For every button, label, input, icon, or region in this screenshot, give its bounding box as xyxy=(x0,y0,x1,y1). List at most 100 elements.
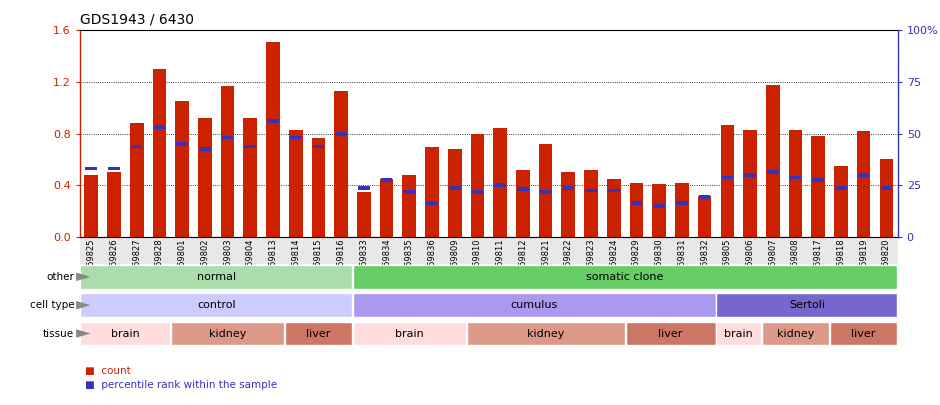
Bar xyxy=(653,204,665,208)
Bar xyxy=(812,178,824,182)
Bar xyxy=(244,145,256,149)
Bar xyxy=(425,147,439,237)
Text: cumulus: cumulus xyxy=(510,300,557,310)
Bar xyxy=(130,123,144,237)
Bar xyxy=(243,118,257,237)
Bar xyxy=(540,190,552,194)
Polygon shape xyxy=(76,329,90,338)
Text: ■  percentile rank within the sample: ■ percentile rank within the sample xyxy=(85,380,276,390)
Bar xyxy=(697,196,712,237)
Bar xyxy=(358,186,369,190)
Bar xyxy=(153,125,165,129)
Bar xyxy=(380,179,393,237)
Text: ■  count: ■ count xyxy=(85,366,131,375)
Bar xyxy=(858,173,870,177)
Text: Sertoli: Sertoli xyxy=(789,300,824,310)
Bar xyxy=(790,176,801,179)
Text: brain: brain xyxy=(725,328,753,339)
Polygon shape xyxy=(76,301,90,309)
Text: cell type: cell type xyxy=(30,300,74,310)
Bar xyxy=(698,195,711,199)
Bar xyxy=(652,184,666,237)
Bar xyxy=(199,147,211,151)
Bar xyxy=(789,130,802,237)
Bar xyxy=(177,142,188,146)
Bar xyxy=(516,170,530,237)
Bar xyxy=(381,178,392,182)
Bar xyxy=(562,186,574,190)
Bar xyxy=(267,119,279,123)
Text: other: other xyxy=(46,272,74,282)
Bar xyxy=(539,144,553,237)
Bar xyxy=(881,186,892,190)
Bar xyxy=(449,186,461,190)
Bar xyxy=(720,125,734,237)
Text: liver: liver xyxy=(306,328,331,339)
Bar xyxy=(175,101,189,237)
Bar xyxy=(494,183,506,187)
Bar xyxy=(311,138,325,237)
Text: somatic clone: somatic clone xyxy=(587,272,664,282)
Bar xyxy=(857,131,870,237)
Bar xyxy=(336,132,347,136)
Bar xyxy=(107,173,120,237)
Bar xyxy=(471,134,484,237)
Bar xyxy=(266,42,280,237)
Bar xyxy=(584,170,598,237)
Bar xyxy=(716,294,898,317)
Text: brain: brain xyxy=(395,328,424,339)
Text: tissue: tissue xyxy=(43,328,74,339)
Bar xyxy=(426,201,438,205)
Text: brain: brain xyxy=(111,328,140,339)
Bar xyxy=(744,130,757,237)
Bar xyxy=(152,69,166,237)
Bar xyxy=(222,136,233,139)
Bar xyxy=(766,85,779,237)
Text: liver: liver xyxy=(852,328,876,339)
Bar xyxy=(631,201,642,205)
Text: kidney: kidney xyxy=(527,328,564,339)
Bar xyxy=(289,130,303,237)
Bar xyxy=(466,322,625,345)
Bar xyxy=(108,166,119,171)
Bar xyxy=(607,179,620,237)
Bar xyxy=(80,294,352,317)
Text: kidney: kidney xyxy=(209,328,246,339)
Bar xyxy=(830,322,898,345)
Bar xyxy=(811,136,825,237)
Bar xyxy=(835,186,847,190)
Polygon shape xyxy=(76,273,90,281)
Bar xyxy=(285,322,352,345)
Bar xyxy=(834,166,848,237)
Bar xyxy=(447,149,462,237)
Bar xyxy=(131,145,143,149)
Text: liver: liver xyxy=(658,328,682,339)
Bar xyxy=(402,175,416,237)
Bar xyxy=(767,171,778,174)
Bar xyxy=(403,190,415,194)
Bar xyxy=(80,265,352,288)
Bar xyxy=(716,322,761,345)
Bar xyxy=(561,173,575,237)
Bar xyxy=(608,188,619,192)
Bar xyxy=(625,322,715,345)
Bar xyxy=(221,86,234,237)
Bar xyxy=(744,173,756,177)
Bar xyxy=(586,188,597,192)
Bar xyxy=(722,176,733,179)
Text: kidney: kidney xyxy=(776,328,814,339)
Bar xyxy=(472,190,483,194)
Bar xyxy=(494,128,507,237)
Text: control: control xyxy=(196,300,236,310)
Text: normal: normal xyxy=(196,272,236,282)
Bar xyxy=(630,183,643,237)
Bar xyxy=(85,175,98,237)
Bar xyxy=(761,322,829,345)
Bar xyxy=(171,322,284,345)
Bar xyxy=(352,294,715,317)
Bar xyxy=(517,187,528,191)
Bar xyxy=(290,136,302,139)
Bar xyxy=(313,145,324,149)
Bar xyxy=(335,91,348,237)
Bar xyxy=(880,160,893,237)
